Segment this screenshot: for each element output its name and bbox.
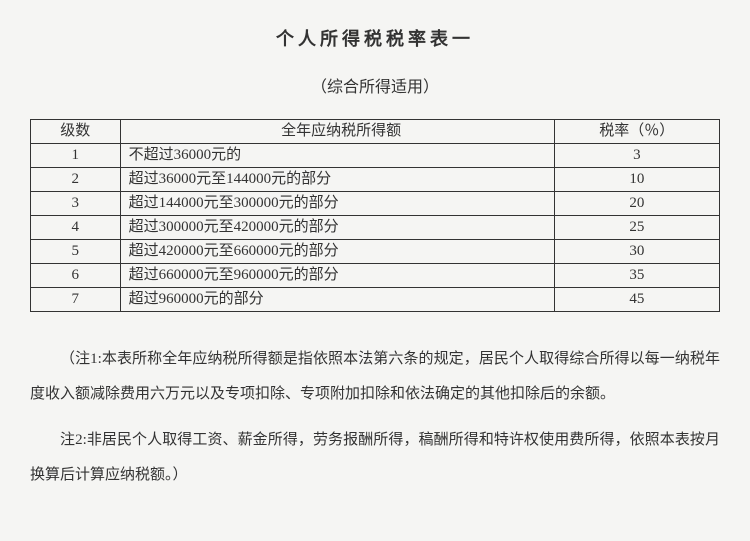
- cell-level: 3: [31, 192, 121, 216]
- cell-range: 超过420000元至660000元的部分: [120, 240, 554, 264]
- cell-rate: 35: [554, 264, 719, 288]
- cell-level: 6: [31, 264, 121, 288]
- cell-range: 超过660000元至960000元的部分: [120, 264, 554, 288]
- header-level: 级数: [31, 120, 121, 144]
- cell-level: 7: [31, 288, 121, 312]
- cell-range: 超过36000元至144000元的部分: [120, 168, 554, 192]
- cell-rate: 25: [554, 216, 719, 240]
- cell-level: 2: [31, 168, 121, 192]
- cell-rate: 45: [554, 288, 719, 312]
- table-row: 5 超过420000元至660000元的部分 30: [31, 240, 720, 264]
- header-range: 全年应纳税所得额: [120, 120, 554, 144]
- cell-rate: 30: [554, 240, 719, 264]
- cell-level: 1: [31, 144, 121, 168]
- cell-rate: 20: [554, 192, 719, 216]
- table-row: 7 超过960000元的部分 45: [31, 288, 720, 312]
- tax-rate-table: 级数 全年应纳税所得额 税率（％） 1 不超过36000元的 3 2 超过360…: [30, 119, 720, 312]
- cell-rate: 3: [554, 144, 719, 168]
- table-header-row: 级数 全年应纳税所得额 税率（％）: [31, 120, 720, 144]
- cell-range: 超过960000元的部分: [120, 288, 554, 312]
- table-row: 3 超过144000元至300000元的部分 20: [31, 192, 720, 216]
- note-2: 注2:非居民个人取得工资、薪金所得，劳务报酬所得，稿酬所得和特许权使用费所得，依…: [30, 423, 720, 492]
- cell-rate: 10: [554, 168, 719, 192]
- note-1: （注1:本表所称全年应纳税所得额是指依照本法第六条的规定，居民个人取得综合所得以…: [30, 342, 720, 411]
- notes-section: （注1:本表所称全年应纳税所得额是指依照本法第六条的规定，居民个人取得综合所得以…: [30, 342, 720, 492]
- table-row: 6 超过660000元至960000元的部分 35: [31, 264, 720, 288]
- document-subtitle: （综合所得适用）: [30, 73, 720, 97]
- table-row: 2 超过36000元至144000元的部分 10: [31, 168, 720, 192]
- table-row: 4 超过300000元至420000元的部分 25: [31, 216, 720, 240]
- cell-level: 5: [31, 240, 121, 264]
- header-rate: 税率（％）: [554, 120, 719, 144]
- cell-range: 超过300000元至420000元的部分: [120, 216, 554, 240]
- table-row: 1 不超过36000元的 3: [31, 144, 720, 168]
- cell-range: 不超过36000元的: [120, 144, 554, 168]
- cell-range: 超过144000元至300000元的部分: [120, 192, 554, 216]
- cell-level: 4: [31, 216, 121, 240]
- document-title: 个人所得税税率表一: [30, 25, 720, 51]
